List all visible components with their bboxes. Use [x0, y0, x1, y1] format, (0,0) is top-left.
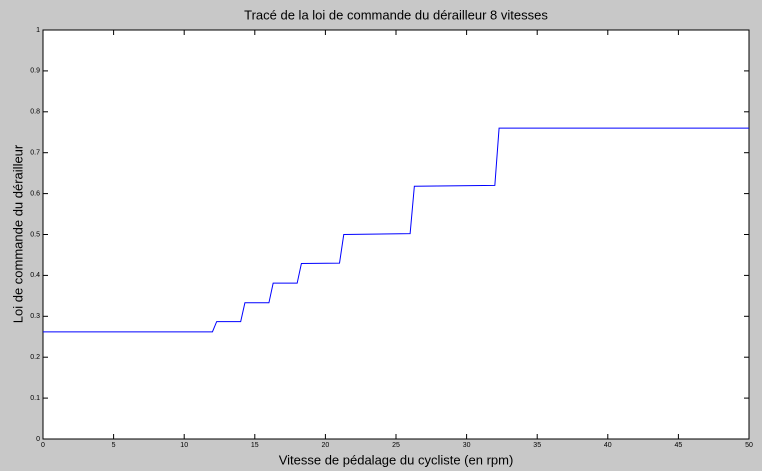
y-axis-label: Loi de commande du dérailleur	[10, 144, 25, 323]
x-tick-label: 10	[180, 442, 188, 449]
y-tick-label: 0.5	[30, 231, 40, 238]
y-tick-label: 0	[36, 436, 40, 443]
y-tick-label: 0.3	[30, 313, 40, 320]
x-tick-label: 45	[675, 442, 683, 449]
x-tick-label: 0	[41, 442, 45, 449]
y-tick-label: 0.2	[30, 354, 40, 361]
y-tick-label: 0.8	[30, 109, 40, 116]
data-line	[43, 127, 749, 333]
x-tick-label: 20	[322, 442, 330, 449]
x-tick-label: 15	[251, 442, 259, 449]
x-tick-label: 30	[463, 442, 471, 449]
y-tick-label: 0.7	[30, 150, 40, 157]
y-tick-label: 0.9	[30, 68, 40, 75]
x-tick-label: 35	[533, 442, 541, 449]
x-axis-label: Vitesse de pédalage du cycliste (en rpm)	[279, 452, 514, 467]
y-tick-label: 0.1	[30, 395, 40, 402]
x-tick-label: 40	[604, 442, 612, 449]
x-tick-label: 5	[112, 442, 116, 449]
y-tick-label: 0.4	[30, 272, 40, 279]
y-tick-label: 1	[36, 27, 40, 34]
x-tick-label: 25	[392, 442, 400, 449]
chart-title: Tracé de la loi de commande du dérailleu…	[244, 7, 548, 22]
x-tick-label: 50	[745, 442, 753, 449]
y-tick-label: 0.6	[30, 190, 40, 197]
plot-area	[42, 29, 750, 440]
